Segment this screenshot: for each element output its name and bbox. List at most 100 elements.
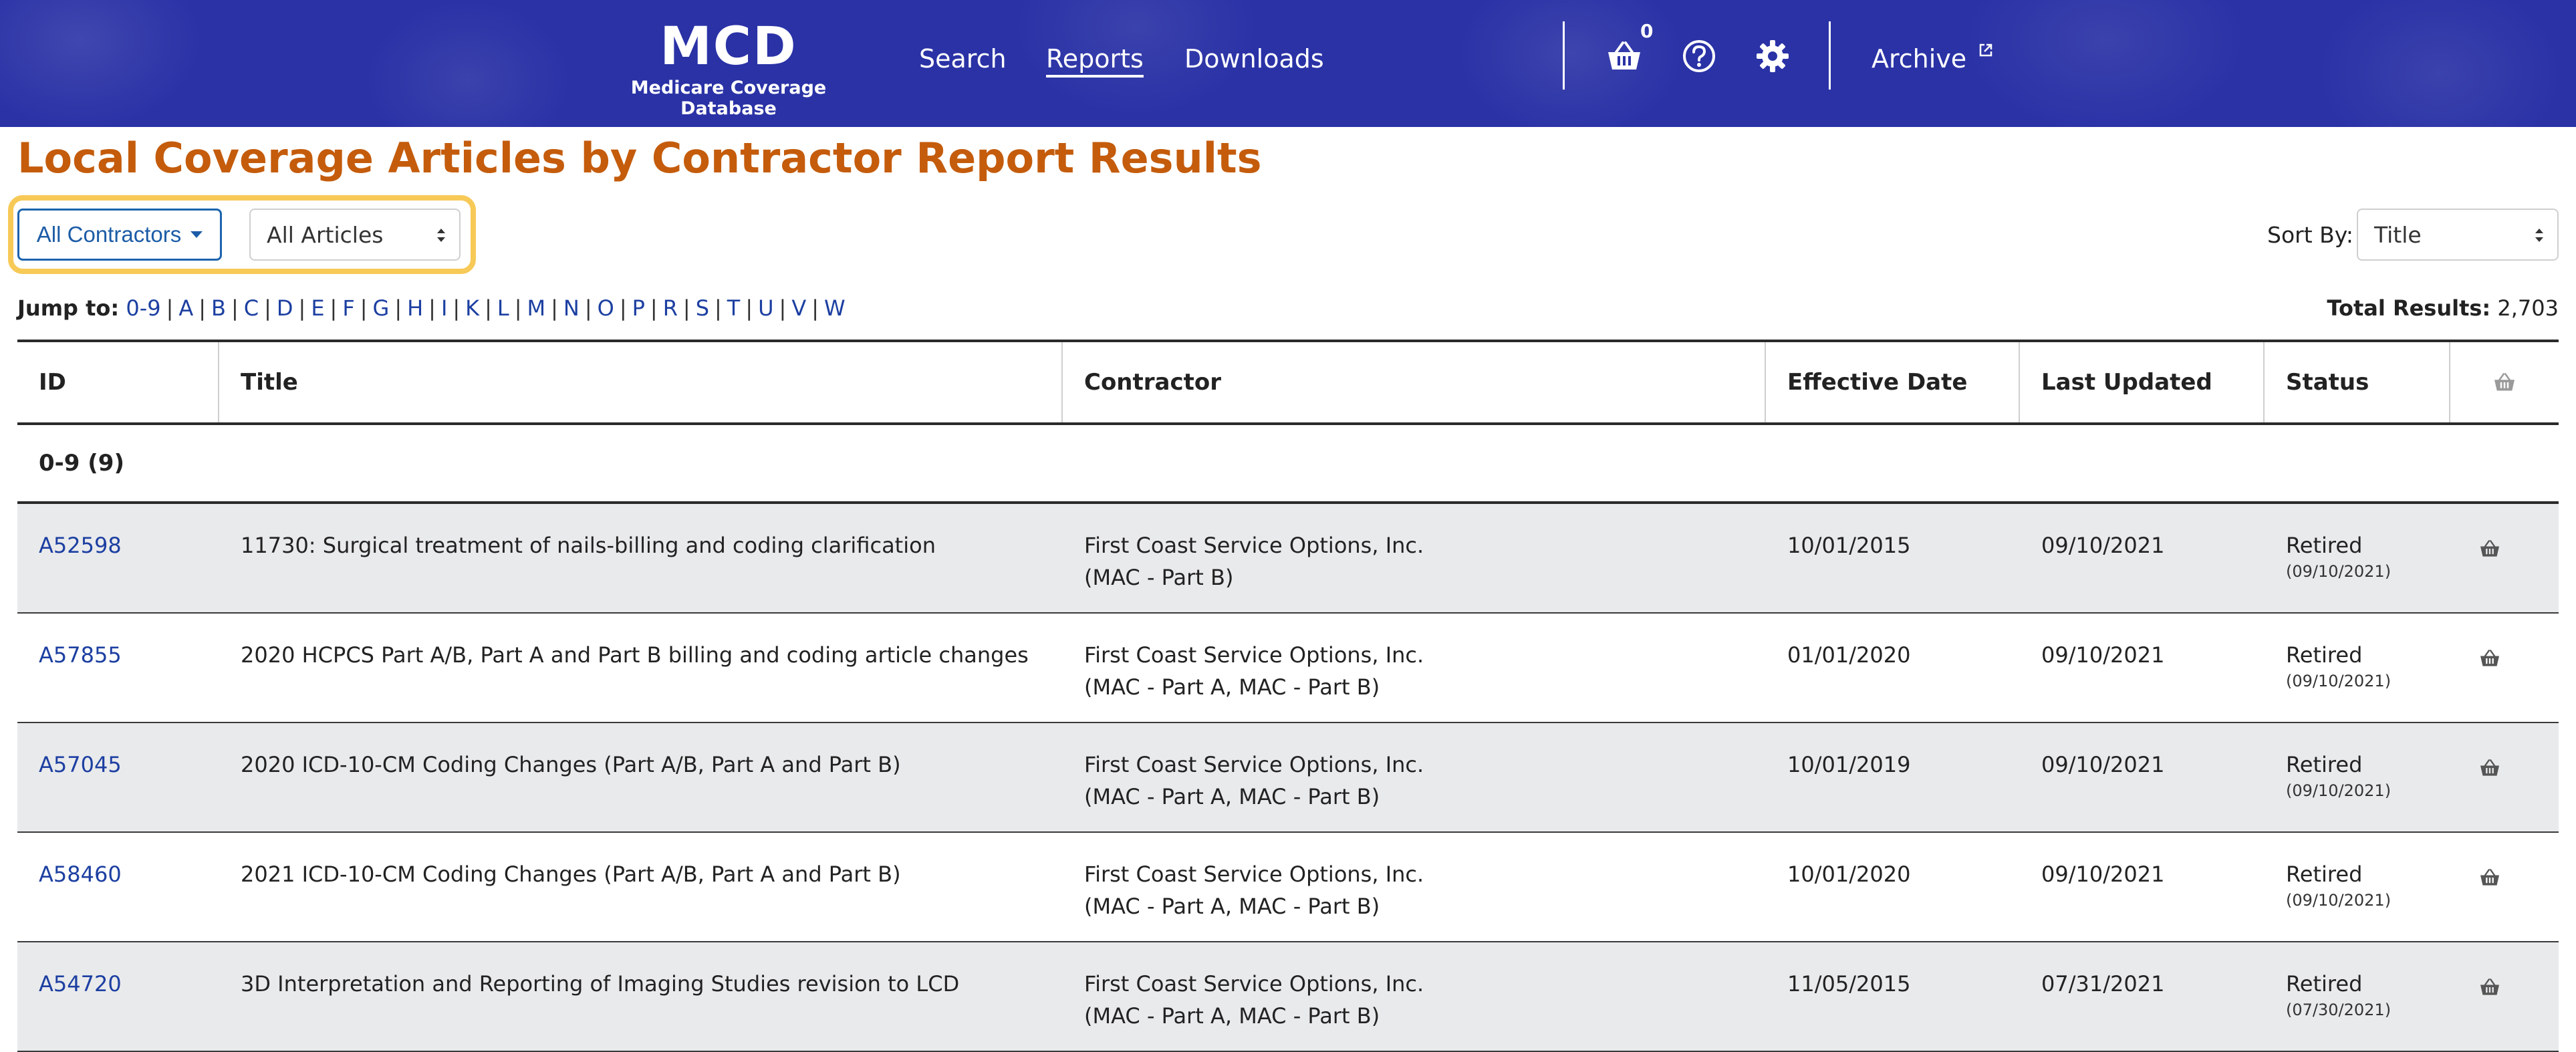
jump-link[interactable]: L [497, 295, 509, 321]
basket-icon [2494, 373, 2515, 391]
jump-link[interactable]: K [465, 295, 480, 321]
jump-link[interactable]: E [311, 295, 325, 321]
separator: | [584, 295, 592, 321]
contractor-type: (MAC - Part A, MAC - Part B) [1084, 784, 1380, 809]
jump-link[interactable]: P [632, 295, 645, 321]
article-title: 2020 HCPCS Part A/B, Part A and Part B b… [241, 642, 1029, 668]
status-date: (07/30/2021) [2286, 1001, 2392, 1019]
col-header-title[interactable]: Title [219, 342, 1063, 422]
article-title: 3D Interpretation and Reporting of Imagi… [241, 971, 960, 997]
contractor-name: First Coast Service Options, Inc. [1084, 752, 1424, 777]
jump-to-label: Jump to: [17, 295, 120, 321]
jump-link[interactable]: W [824, 295, 846, 321]
col-header-last-updated[interactable]: Last Updated [2020, 342, 2265, 422]
contractor-name: First Coast Service Options, Inc. [1084, 862, 1424, 887]
separator: | [231, 295, 239, 321]
status-cell: Retired (09/10/2021) [2286, 639, 2391, 691]
contractors-dropdown[interactable]: All Contractors [17, 209, 222, 261]
article-id-link[interactable]: A57855 [39, 642, 122, 668]
jump-link[interactable]: G [372, 295, 390, 321]
mcd-logo[interactable]: MCD Medicare Coverage Database [588, 19, 869, 119]
contractor-type: (MAC - Part B) [1084, 565, 1234, 590]
separator: | [779, 295, 787, 321]
sort-by-select[interactable]: Title [2357, 209, 2559, 261]
last-updated: 09/10/2021 [2041, 642, 2165, 668]
article-id-link[interactable]: A58460 [39, 862, 122, 887]
jump-to-nav: Jump to: 0-9 | A | B | C | D | E | F | G | H | I | K | L | M | N | O… [17, 295, 846, 321]
add-to-basket-icon[interactable] [2478, 973, 2501, 1005]
caret-down-icon [190, 231, 203, 238]
jump-link[interactable]: A [178, 295, 194, 321]
add-to-basket-icon[interactable] [2478, 644, 2501, 676]
contractor-name: First Coast Service Options, Inc. [1084, 971, 1424, 997]
add-to-basket-icon[interactable] [2478, 754, 2501, 786]
col-header-effective-date[interactable]: Effective Date [1766, 342, 2020, 422]
contractor-cell: First Coast Service Options, Inc. (MAC - … [1084, 968, 1424, 1032]
contractor-cell: First Coast Service Options, Inc. (MAC - … [1084, 639, 1424, 703]
help-icon[interactable] [1679, 36, 1719, 76]
separator: | [428, 295, 436, 321]
articles-select[interactable]: All Articles [249, 209, 461, 261]
jump-link[interactable]: 0-9 [126, 295, 161, 321]
nav-reports-link[interactable]: Reports [1046, 43, 1144, 78]
jump-link[interactable]: B [211, 295, 226, 321]
jump-link[interactable]: N [563, 295, 579, 321]
table-header: ID Title Contractor Effective Date Last … [17, 340, 2559, 425]
separator: | [745, 295, 753, 321]
jump-link[interactable]: F [342, 295, 355, 321]
page-title: Local Coverage Articles by Contractor Re… [17, 134, 1262, 182]
jump-link[interactable]: S [695, 295, 710, 321]
table-row: A57045 2020 ICD-10-CM Coding Changes (Par… [17, 723, 2559, 833]
archive-label: Archive [1872, 44, 1967, 74]
sort-by-value: Title [2374, 221, 2422, 248]
article-title: 11730: Surgical treatment of nails-billi… [241, 533, 936, 558]
table-body: A52598 11730: Surgical treatment of nails… [17, 504, 2559, 1052]
add-to-basket-icon[interactable] [2478, 864, 2501, 896]
separator: | [682, 295, 690, 321]
last-updated: 09/10/2021 [2041, 533, 2165, 558]
separator: | [199, 295, 207, 321]
nav-search-link[interactable]: Search [919, 44, 1007, 74]
article-id-link[interactable]: A57045 [39, 752, 122, 777]
jump-link[interactable]: H [407, 295, 424, 321]
article-id-link[interactable]: A54720 [39, 971, 122, 997]
article-id-link[interactable]: A52598 [39, 533, 122, 558]
status-text: Retired [2286, 862, 2363, 887]
add-to-basket-icon[interactable] [2478, 535, 2501, 567]
total-results-label: Total Results: [2327, 295, 2491, 321]
jump-link[interactable]: O [597, 295, 614, 321]
jump-link[interactable]: R [662, 295, 678, 321]
status-cell: Retired (09/10/2021) [2286, 529, 2391, 581]
jump-link[interactable]: I [440, 295, 448, 321]
sort-arrows-icon [437, 229, 445, 242]
separator: | [453, 295, 461, 321]
jump-link[interactable]: D [276, 295, 293, 321]
status-text: Retired [2286, 642, 2363, 668]
filter-highlight [8, 195, 476, 274]
status-date: (09/10/2021) [2286, 781, 2392, 800]
separator: | [298, 295, 306, 321]
jump-link[interactable]: V [791, 295, 807, 321]
contractor-name: First Coast Service Options, Inc. [1084, 533, 1424, 558]
jump-link[interactable]: U [758, 295, 774, 321]
status-date: (09/10/2021) [2286, 672, 2392, 690]
jump-link[interactable]: T [727, 295, 741, 321]
status-cell: Retired (09/10/2021) [2286, 749, 2391, 801]
jump-links: 0-9 | A | B | C | D | E | F | G | H | I | K | L | M | N | O | P | R | S | T |… [126, 295, 845, 321]
table-row: A58460 2021 ICD-10-CM Coding Changes (Par… [17, 833, 2559, 942]
results-table: ID Title Contractor Effective Date Last … [17, 340, 2559, 1052]
gear-icon[interactable] [1753, 36, 1793, 76]
effective-date: 01/01/2020 [1787, 642, 1911, 668]
jump-link[interactable]: C [243, 295, 259, 321]
col-header-status[interactable]: Status [2265, 342, 2450, 422]
status-cell: Retired (07/30/2021) [2286, 968, 2391, 1020]
header-divider [1563, 21, 1565, 90]
contractor-cell: First Coast Service Options, Inc. (MAC - … [1084, 529, 1424, 594]
col-header-contractor[interactable]: Contractor [1063, 342, 1766, 422]
archive-link[interactable]: Archive [1872, 43, 1993, 75]
jump-link[interactable]: M [527, 295, 546, 321]
basket-icon[interactable] [1604, 36, 1644, 76]
separator: | [619, 295, 627, 321]
nav-downloads-link[interactable]: Downloads [1184, 44, 1324, 74]
col-header-id[interactable]: ID [17, 342, 219, 422]
